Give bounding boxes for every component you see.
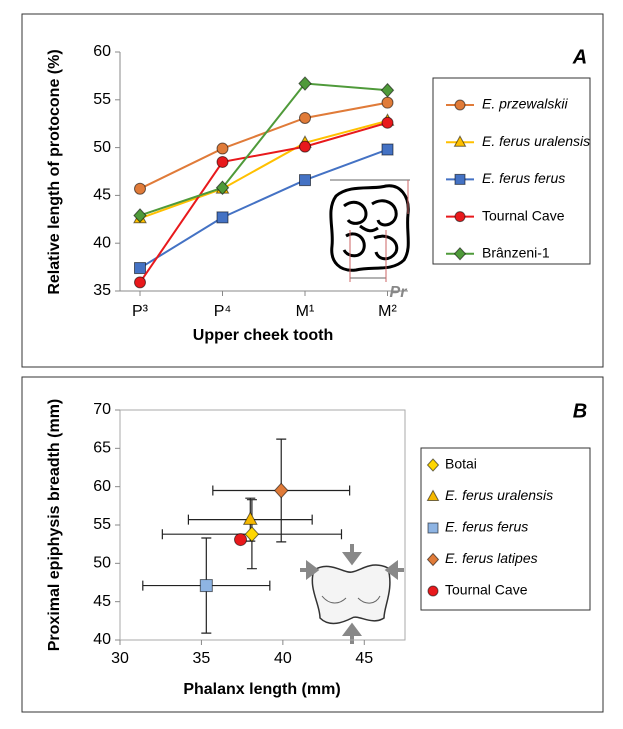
- panel-label: B: [573, 400, 587, 422]
- panel-a-frame: [21, 13, 604, 368]
- marker: [299, 140, 311, 153]
- marker: [299, 111, 311, 124]
- x-tick-label: 30: [111, 650, 129, 667]
- y-tick-label: 60: [93, 478, 111, 495]
- legend-marker: [427, 522, 439, 534]
- legend-marker: [426, 552, 440, 567]
- panel-b-frame: [21, 376, 604, 713]
- legend-label: Tournal Cave: [482, 207, 565, 223]
- marker: [216, 155, 229, 168]
- legend-marker: [427, 585, 439, 597]
- legend-label: Botai: [445, 456, 477, 472]
- y-tick-label: 45: [93, 593, 111, 610]
- x-axis-title: Phalanx length (mm): [183, 681, 340, 698]
- y-tick-label: 35: [93, 282, 111, 299]
- marker: [381, 143, 394, 156]
- legend-label: E. ferus uralensis: [482, 133, 590, 149]
- y-tick-label: 55: [93, 91, 111, 108]
- tooth-inset: [329, 179, 410, 282]
- marker: [299, 174, 311, 187]
- marker: [134, 276, 146, 289]
- x-tick-label: 40: [274, 650, 292, 667]
- legend-marker: [453, 247, 467, 261]
- marker: [133, 208, 147, 223]
- series-line: [139, 119, 388, 220]
- y-tick-label: 50: [93, 555, 111, 572]
- x-tick-label: M²: [378, 303, 397, 320]
- marker: [381, 116, 394, 129]
- x-tick-label: P⁴: [214, 303, 232, 320]
- x-tick-label: M¹: [296, 303, 315, 320]
- y-tick-label: 50: [93, 139, 111, 156]
- legend-marker: [426, 489, 440, 501]
- y-tick-label: 40: [93, 631, 111, 648]
- panel-label: A: [572, 46, 587, 68]
- legend-marker: [453, 135, 467, 147]
- legend-marker: [454, 99, 466, 111]
- marker: [244, 526, 260, 543]
- marker: [134, 262, 146, 275]
- y-axis-title: Relative length of protocone (%): [46, 49, 63, 294]
- x-tick-label: P³: [132, 303, 149, 320]
- legend-label: E. ferus ferus: [445, 519, 528, 535]
- series-line: [139, 82, 388, 217]
- marker: [216, 211, 229, 224]
- x-tick-label: 45: [355, 650, 373, 667]
- marker: [381, 96, 394, 109]
- legend-label: E. ferus latipes: [445, 550, 538, 566]
- series-line: [139, 121, 388, 283]
- marker: [380, 82, 395, 98]
- series-line: [139, 101, 388, 190]
- marker: [199, 579, 213, 593]
- legend-label: Tournal Cave: [445, 582, 528, 598]
- y-tick-label: 60: [93, 43, 111, 60]
- y-tick-label: 65: [93, 440, 111, 457]
- legend-label: E. przewalskii: [482, 96, 568, 112]
- y-tick-label: 40: [93, 234, 111, 251]
- legend-label: Brânzeni-1: [482, 245, 550, 261]
- legend-label: E. ferus ferus: [482, 170, 565, 186]
- legend-marker: [454, 211, 466, 223]
- x-tick-label: 35: [193, 650, 211, 667]
- y-tick-label: 45: [93, 187, 111, 204]
- phalanx-inset: [300, 544, 404, 644]
- x-axis-title: Upper cheek tooth: [193, 327, 333, 344]
- y-tick-label: 70: [93, 401, 111, 418]
- inset-label: Pr: [390, 284, 408, 301]
- y-axis-title: Proximal epiphysis breadth (mm): [46, 399, 63, 652]
- legend-marker: [454, 173, 466, 185]
- y-tick-label: 55: [93, 516, 111, 533]
- marker: [242, 511, 258, 525]
- legend-box: [420, 447, 591, 611]
- marker: [234, 533, 248, 547]
- marker: [216, 142, 229, 155]
- legend-marker: [426, 458, 440, 472]
- series-line: [139, 148, 388, 269]
- marker: [273, 482, 289, 499]
- marker: [298, 76, 312, 91]
- legend-label: E. ferus uralensis: [445, 487, 553, 503]
- marker: [134, 182, 146, 195]
- marker: [215, 180, 230, 196]
